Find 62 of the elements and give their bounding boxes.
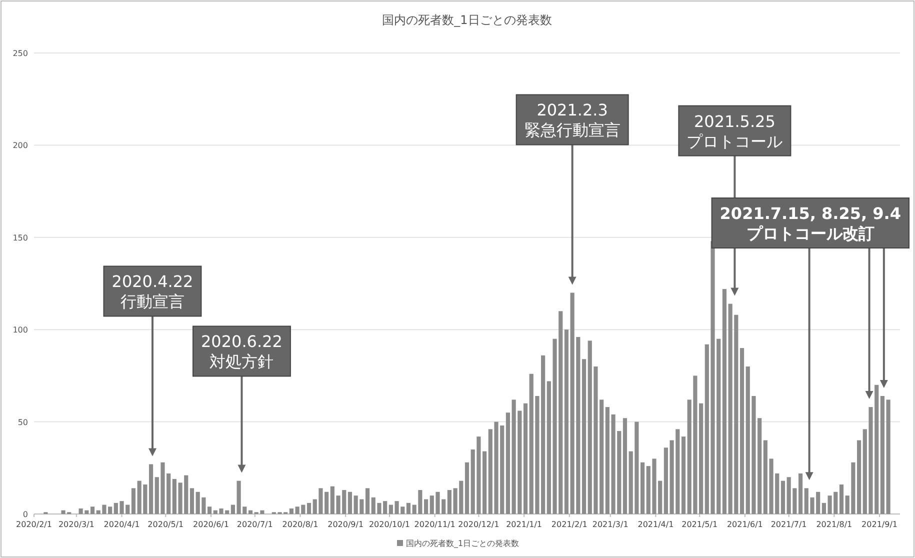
x-tick-label: 2021/1/1 [506, 520, 542, 529]
bar [190, 488, 194, 514]
x-tick-label: 2021/9/1 [862, 520, 898, 529]
bar [582, 359, 586, 514]
bar [289, 508, 294, 514]
bar [207, 506, 212, 514]
x-tick-label: 2020/3/1 [58, 520, 94, 529]
bar [131, 488, 136, 514]
annotation: 2020.6.22 対処方針 [192, 326, 291, 473]
bar [780, 480, 786, 514]
bar [856, 440, 862, 514]
ref-line-label: 2020.4.22 行動宣言 [112, 272, 194, 312]
bar [681, 436, 686, 514]
y-tick-label: 200 [12, 141, 28, 150]
annotation: 2020.4.22 行動宣言 [103, 266, 202, 456]
bar [90, 506, 95, 514]
x-tick-label: 2020/11/1 [414, 520, 456, 529]
x-tick-label: 2020/12/1 [458, 520, 500, 529]
bar [148, 464, 154, 514]
chart-title: 国内の死者数_1日ごとの発表数 [382, 13, 552, 27]
x-tick-label: 2020/10/1 [368, 520, 410, 529]
x-tick-label: 2021/4/1 [638, 520, 674, 529]
annotation: 2021.2.3 緊急行動宣言 [516, 94, 629, 285]
bar [798, 473, 803, 514]
x-tick-label: 2020/8/1 [282, 520, 318, 529]
x-tick-label: 2020/4/1 [104, 520, 140, 529]
bar [506, 412, 510, 514]
x-tick-label: 2020/2/1 [16, 520, 52, 529]
x-tick-label: 2021/5/1 [682, 520, 718, 529]
legend: 国内の死者数_1日ごとの発表数 [397, 539, 520, 548]
y-tick-label: 150 [12, 233, 28, 242]
y-tick-label: 50 [18, 418, 28, 427]
bar [523, 403, 528, 514]
bar [348, 492, 352, 514]
bar [722, 289, 727, 514]
y-tick-label: 100 [12, 326, 28, 335]
ref-line-label: 2021.2.3 緊急行動宣言 [524, 100, 620, 140]
bar [640, 462, 645, 514]
bar [424, 499, 428, 514]
y-tick-label: 250 [12, 49, 28, 58]
bar [740, 348, 744, 514]
x-tick-label: 2020/7/1 [236, 520, 273, 529]
bar [406, 502, 411, 514]
bar [564, 330, 569, 514]
bar [622, 418, 628, 514]
y-tick-label: 0 [22, 510, 28, 519]
x-tick-label: 2021/3/1 [592, 520, 628, 529]
x-tick-label: 2021/7/1 [770, 520, 807, 529]
x-tick-label: 2021/8/1 [816, 520, 852, 529]
x-tick-label: 2021/6/1 [726, 520, 763, 529]
ref-line-label: 2020.6.22 対処方針 [201, 332, 282, 372]
bar [306, 502, 312, 514]
bar [365, 488, 370, 514]
bar [464, 462, 470, 514]
bar [839, 484, 844, 514]
x-tick-label: 2020/9/1 [328, 520, 364, 529]
ref-line-label: 2021.5.25 プロトコール [686, 112, 783, 151]
ref-line-label: 2021.7.15, 8.25, 9.4 プロトコール改訂 [720, 204, 901, 243]
x-tick-label: 2020/6/1 [193, 520, 229, 529]
x-tick-label: 2020/5/1 [148, 520, 184, 529]
x-tick-label: 2021/2/1 [551, 520, 588, 529]
bar [248, 510, 253, 514]
